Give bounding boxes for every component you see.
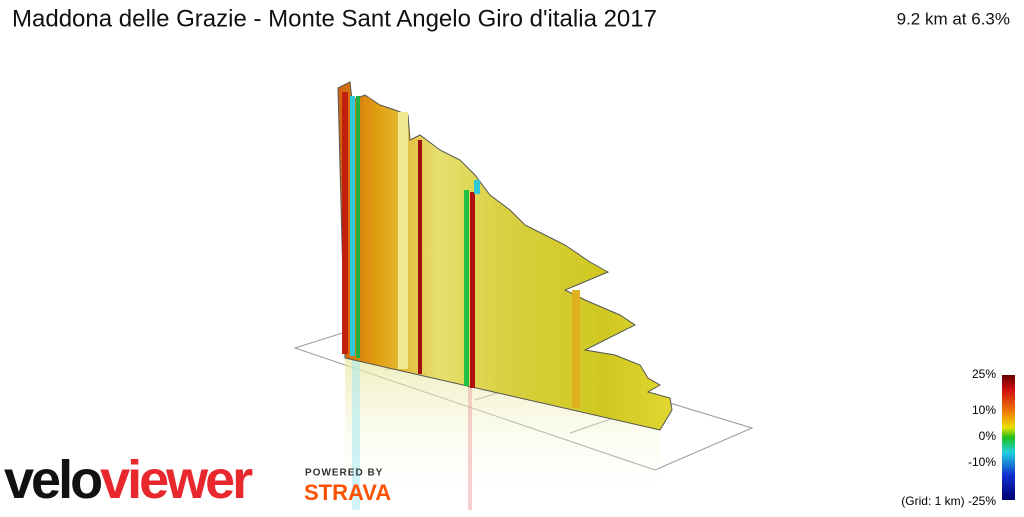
gradient-strips bbox=[342, 92, 580, 408]
reflection-strip bbox=[468, 380, 472, 510]
logo-velo: velo bbox=[4, 450, 101, 510]
stats: 9.2 km at 6.3% bbox=[897, 9, 1010, 28]
scale-label: 25% bbox=[972, 367, 996, 381]
reflection-strip bbox=[352, 360, 360, 510]
title: Maddona delle Grazie - Monte Sant Angelo… bbox=[12, 5, 657, 32]
logo-viewer: viewer bbox=[100, 450, 253, 510]
powered-by: POWERED BY bbox=[305, 468, 383, 479]
color-scale bbox=[1002, 375, 1015, 500]
scale-label: -25% bbox=[968, 494, 996, 508]
scale-label: (Grid: 1 km) -25% bbox=[901, 494, 996, 508]
scale-label: -10% bbox=[968, 455, 996, 469]
strava-logo: STRAVA bbox=[304, 480, 391, 505]
scale-label: 10% bbox=[972, 403, 996, 417]
logo: veloviewer bbox=[4, 450, 253, 510]
reflection bbox=[345, 358, 660, 505]
grid-note: (Grid: 1 km) bbox=[901, 494, 964, 508]
scale-label: 0% bbox=[979, 429, 997, 443]
